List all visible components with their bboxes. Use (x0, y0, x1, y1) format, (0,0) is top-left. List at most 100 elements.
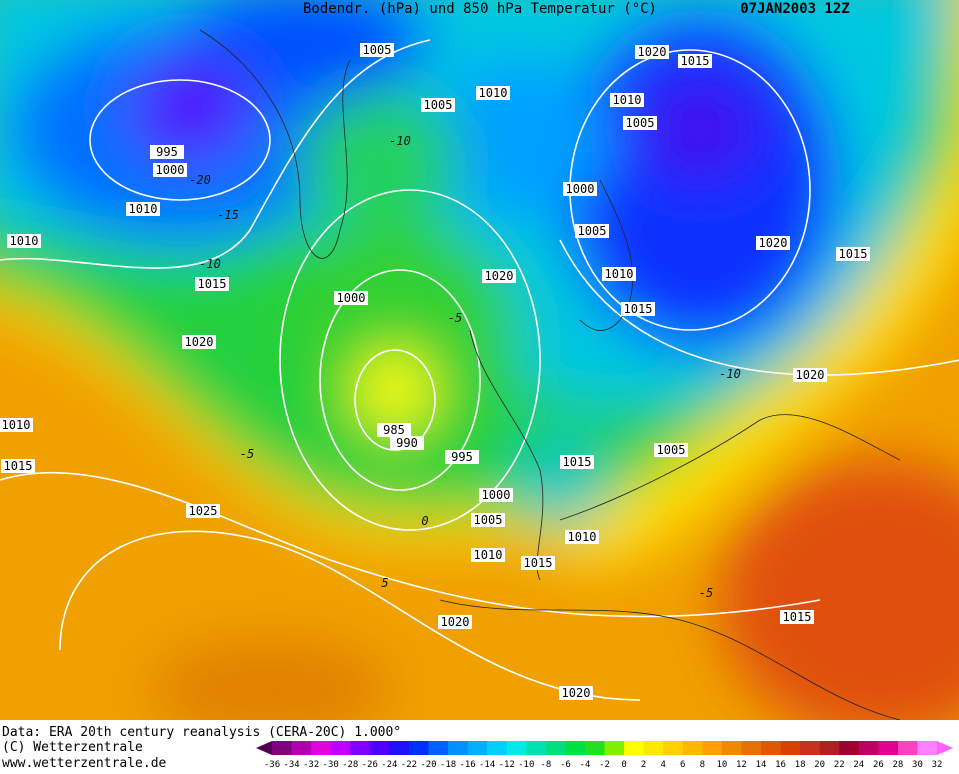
temperature-label: -10 (719, 367, 741, 381)
legend-tick-label: 14 (756, 760, 767, 770)
legend-swatch (819, 741, 840, 755)
isobar-label: 1000 (566, 182, 595, 196)
legend-arrow-right (937, 741, 954, 755)
isobar-label-bg (377, 423, 411, 437)
isobar-label-bg (390, 436, 424, 450)
legend-swatch (761, 741, 782, 755)
isobar-label-bg (610, 93, 644, 107)
isobar-label: 990 (396, 436, 418, 450)
isobar-label: 1020 (185, 335, 214, 349)
temperature-label: -20 (189, 173, 211, 187)
isobar-label-bg (565, 530, 599, 544)
isobar-label-bg (654, 443, 688, 457)
isobar-label-bg (780, 610, 814, 624)
legend-swatch (721, 741, 742, 755)
isobar-label: 1005 (474, 513, 503, 527)
isobar-label-bg (635, 45, 669, 59)
isobar-label-bg (621, 302, 655, 316)
footer-url: www.wetterzentrale.de (2, 756, 167, 770)
isobar-label: 1010 (479, 86, 508, 100)
isobar-label-bg (482, 269, 516, 283)
legend-swatch (272, 741, 293, 755)
isobar-label-bg (559, 686, 593, 700)
legend-tick-label: 8 (700, 760, 705, 770)
isobar-label-bg (1, 459, 35, 473)
isobar-label-bg (476, 86, 510, 100)
isobar-label-bg (756, 236, 790, 250)
legend-tick-label: 16 (775, 760, 786, 770)
isobar-label: 1000 (337, 291, 366, 305)
legend-tick-label: -32 (303, 760, 319, 770)
map-title: Bodendr. (hPa) und 850 hPa Temperatur (°… (303, 1, 657, 17)
legend-swatch (897, 741, 918, 755)
isobar-label: 1015 (681, 54, 710, 68)
legend-tick-label: 4 (660, 760, 665, 770)
legend-swatch (565, 741, 586, 755)
isobar-label-bg (7, 234, 41, 248)
legend-tick-label: -24 (381, 760, 397, 770)
legend-swatch (311, 741, 332, 755)
isobar-label-bg (471, 513, 505, 527)
legend-swatch (839, 741, 860, 755)
legend-tick-label: -8 (540, 760, 551, 770)
legend-swatch (369, 741, 390, 755)
temperature-label: -5 (448, 311, 462, 325)
isobar-label-bg (126, 202, 160, 216)
legend-tick-label: 2 (641, 760, 646, 770)
legend-tick-label: -2 (599, 760, 610, 770)
legend-swatch (643, 741, 664, 755)
temperature-label: -5 (699, 586, 713, 600)
legend-tick-label: 10 (716, 760, 727, 770)
legend-tick-label: -12 (499, 760, 515, 770)
footer-source: Data: ERA 20th century reanalysis (CERA-… (2, 725, 401, 740)
isobar-label: 1005 (578, 224, 607, 238)
temperature-label: 0 (421, 514, 428, 528)
legend-tick-label: 30 (912, 760, 923, 770)
legend-tick-label: 6 (680, 760, 685, 770)
legend-swatch (350, 741, 371, 755)
legend-swatch (682, 741, 703, 755)
legend-swatch (604, 741, 625, 755)
isobar-label: 1000 (482, 488, 511, 502)
legend-swatch (702, 741, 723, 755)
isobar-label-bg (182, 335, 216, 349)
isobar-label: 1005 (424, 98, 453, 112)
temperature-label: 5 (381, 576, 388, 590)
legend-swatch (487, 741, 508, 755)
isobar-label-bg (575, 224, 609, 238)
isobar-label: 1005 (657, 443, 686, 457)
isobar-label: 1010 (474, 548, 503, 562)
isobar-label: 1010 (129, 202, 158, 216)
legend-swatch (584, 741, 606, 755)
isobar-label: 1010 (568, 530, 597, 544)
legend-tick-label: 18 (795, 760, 806, 770)
legend-tick-label: 26 (873, 760, 884, 770)
coastlines (199, 29, 901, 720)
isobar-label: 1015 (624, 302, 653, 316)
isobar-label-bg (360, 43, 394, 57)
legend-tick-label: -20 (420, 760, 436, 770)
isobar-label-bg (836, 247, 870, 261)
legend-swatch (858, 741, 879, 755)
isobar-label: 1015 (4, 459, 33, 473)
isobar-label: 1020 (485, 269, 514, 283)
legend-swatch (291, 741, 312, 755)
legend-tick-label: -36 (264, 760, 280, 770)
isobar-label: 1015 (524, 556, 553, 570)
legend-tick-label: 22 (834, 760, 845, 770)
isobar-label-bg (471, 548, 505, 562)
isobar-label: 1020 (441, 615, 470, 629)
temperature-label: -15 (217, 208, 239, 222)
temperature-label: -10 (389, 134, 411, 148)
isobar-label-bg (623, 116, 657, 130)
temperature-label: -5 (240, 447, 254, 461)
isobar-label-bg (153, 163, 187, 177)
legend-swatch (917, 741, 938, 755)
map-date: 07JAN2003 12Z (740, 1, 850, 17)
isobar-label: 1005 (626, 116, 655, 130)
legend-swatch (467, 741, 488, 755)
isobar-label: 1020 (759, 236, 788, 250)
legend-tick-label: -34 (283, 760, 299, 770)
legend-swatch (545, 741, 566, 755)
